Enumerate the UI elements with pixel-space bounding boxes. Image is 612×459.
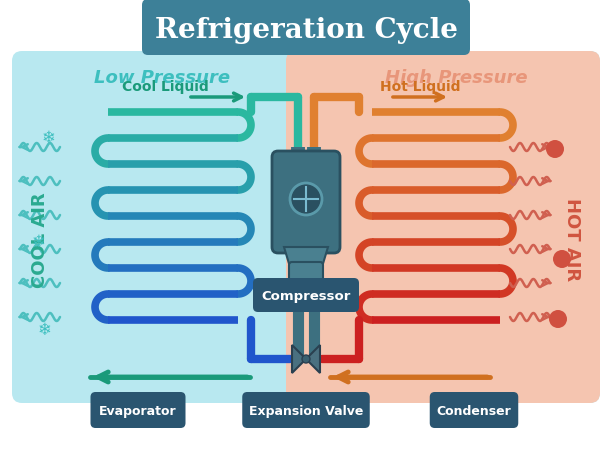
Circle shape <box>549 310 567 328</box>
Polygon shape <box>284 247 328 268</box>
FancyBboxPatch shape <box>286 52 600 403</box>
FancyBboxPatch shape <box>12 52 600 403</box>
Text: HOT AIR: HOT AIR <box>563 198 581 281</box>
Text: Refrigeration Cycle: Refrigeration Cycle <box>154 17 458 44</box>
Text: COOL AIR: COOL AIR <box>31 192 49 287</box>
FancyBboxPatch shape <box>142 0 470 56</box>
FancyBboxPatch shape <box>91 392 185 428</box>
Circle shape <box>290 184 322 216</box>
Text: Compressor: Compressor <box>261 290 351 303</box>
FancyBboxPatch shape <box>289 263 323 286</box>
Text: Expansion Valve: Expansion Valve <box>249 405 363 418</box>
Text: Hot Liquid: Hot Liquid <box>380 80 460 94</box>
Text: ❄: ❄ <box>31 233 45 251</box>
Circle shape <box>553 251 571 269</box>
Circle shape <box>546 141 564 159</box>
FancyBboxPatch shape <box>272 151 340 253</box>
FancyBboxPatch shape <box>430 392 518 428</box>
Text: Low Pressure: Low Pressure <box>94 69 230 87</box>
Text: High Pressure: High Pressure <box>385 69 528 87</box>
Polygon shape <box>292 345 306 373</box>
Text: ❄: ❄ <box>41 129 55 147</box>
Text: Condenser: Condenser <box>436 405 512 418</box>
Text: ❄: ❄ <box>37 320 51 338</box>
Text: Evaporator: Evaporator <box>99 405 177 418</box>
FancyBboxPatch shape <box>253 279 359 312</box>
Polygon shape <box>306 345 320 373</box>
Text: Cool Liquid: Cool Liquid <box>122 80 208 94</box>
Circle shape <box>302 355 310 363</box>
FancyBboxPatch shape <box>242 392 370 428</box>
